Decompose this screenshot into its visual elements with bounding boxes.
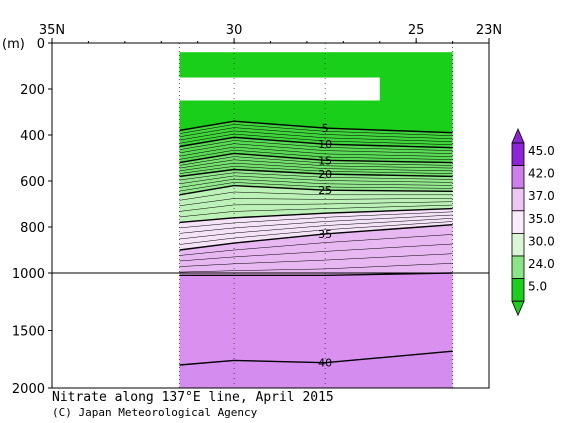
y-tick-label: 0	[37, 37, 45, 52]
minor-contour-line	[179, 234, 453, 256]
colorbar-segment	[511, 142, 525, 167]
contour-line-20	[179, 168, 453, 178]
depth-axis: 200 400 600 800 1000 1500 2000 0	[12, 37, 52, 397]
y-tick-label: 600	[20, 175, 45, 190]
x-tick-label: 23N	[476, 23, 502, 38]
x-tick-label: 35N	[39, 23, 65, 38]
minor-contour-line	[179, 175, 453, 185]
colorbar-label: 24.0	[528, 257, 555, 271]
colorbar-min-arrow	[511, 300, 525, 317]
minor-contour-line	[179, 172, 453, 181]
colorbar-label: 35.0	[528, 212, 555, 226]
minor-contour-line	[179, 221, 453, 245]
minor-contour-line	[179, 191, 453, 201]
colorbar: 45.0 42.0 37.0 35.0 30.0 24.0 5.0	[511, 127, 555, 317]
minor-contour-line	[179, 140, 453, 151]
contour-line-10	[179, 136, 453, 149]
minor-contour-line	[179, 127, 453, 139]
minor-contour-line	[179, 201, 453, 212]
y-tick-label: 200	[20, 83, 45, 98]
contour-line-40	[179, 350, 453, 366]
colorbar-label: 5.0	[528, 280, 547, 294]
y-tick-label: 2000	[12, 382, 45, 397]
contour-line-35	[179, 224, 453, 251]
missing-data-region	[179, 77, 380, 101]
depth-unit-label: (m)	[2, 37, 25, 52]
chart-title: Nitrate along 137°E line, April 2015	[52, 390, 334, 405]
minor-contour-line	[179, 149, 453, 160]
minor-contour-line	[179, 182, 453, 192]
minor-contour-line	[179, 143, 453, 154]
contour-line-37	[179, 272, 453, 276]
colorbar-label: 42.0	[528, 167, 555, 181]
latitude-axis: 35N 30 25 23N	[39, 23, 502, 43]
contour-band	[179, 351, 453, 388]
colorbar-label: 37.0	[528, 189, 555, 203]
minor-contour-line	[179, 198, 453, 207]
y-tick-label: 1000	[12, 267, 45, 282]
colorbar-max-arrow	[511, 127, 525, 144]
contour-line-5	[179, 120, 453, 134]
station-gridlines	[179, 43, 453, 388]
contour-band	[179, 208, 453, 250]
minor-contour-line	[179, 146, 453, 157]
contour-label: 5	[322, 122, 329, 135]
minor-contour-line	[179, 214, 453, 234]
minor-contour-line	[179, 166, 453, 174]
minor-contour-line	[179, 218, 453, 240]
contour-band	[179, 224, 453, 276]
minor-contour-line	[179, 263, 453, 273]
contour-label: 10	[318, 138, 332, 151]
x-tick-label: 30	[226, 23, 243, 38]
copyright-credit: (C) Japan Meteorological Agency	[52, 406, 258, 419]
minor-contour-line	[179, 204, 453, 218]
minor-contour-line	[179, 156, 453, 166]
contour-label: 35	[318, 228, 332, 241]
contour-line-15	[179, 152, 453, 164]
colorbar-segment	[511, 165, 525, 189]
colorbar-segment	[511, 187, 525, 212]
contour-line-30	[179, 207, 453, 224]
minor-contour-line	[179, 243, 453, 262]
missing-data-region	[179, 43, 453, 53]
minor-contour-line	[179, 162, 453, 172]
minor-contour-line	[179, 253, 453, 267]
colorbar-label: 30.0	[528, 234, 555, 248]
contour-band	[179, 153, 453, 177]
contour-label: 40	[318, 357, 332, 370]
minor-contour-line	[179, 133, 453, 145]
colorbar-segment	[511, 255, 525, 280]
contour-label: 20	[318, 168, 332, 181]
y-tick-label: 400	[20, 129, 45, 144]
contour-label: 15	[318, 154, 332, 167]
minor-contour-line	[179, 211, 453, 229]
missing-data-regions	[179, 43, 453, 101]
contour-band	[179, 121, 453, 148]
contour-band	[179, 273, 453, 365]
contour-line-25	[179, 184, 453, 196]
y-tick-label: 800	[20, 221, 45, 236]
colorbar-segment	[511, 210, 525, 234]
minor-contour-line	[179, 124, 453, 136]
colorbar-segment	[511, 232, 525, 257]
y-tick-label: 1500	[12, 325, 45, 340]
colorbar-label: 45.0	[528, 144, 555, 158]
contour-label: 25	[318, 184, 332, 197]
minor-contour-line	[179, 178, 453, 188]
x-tick-label: 25	[408, 23, 425, 38]
minor-contour-line	[179, 159, 453, 169]
colorbar-segment	[511, 278, 525, 302]
minor-contour-line	[179, 130, 453, 142]
